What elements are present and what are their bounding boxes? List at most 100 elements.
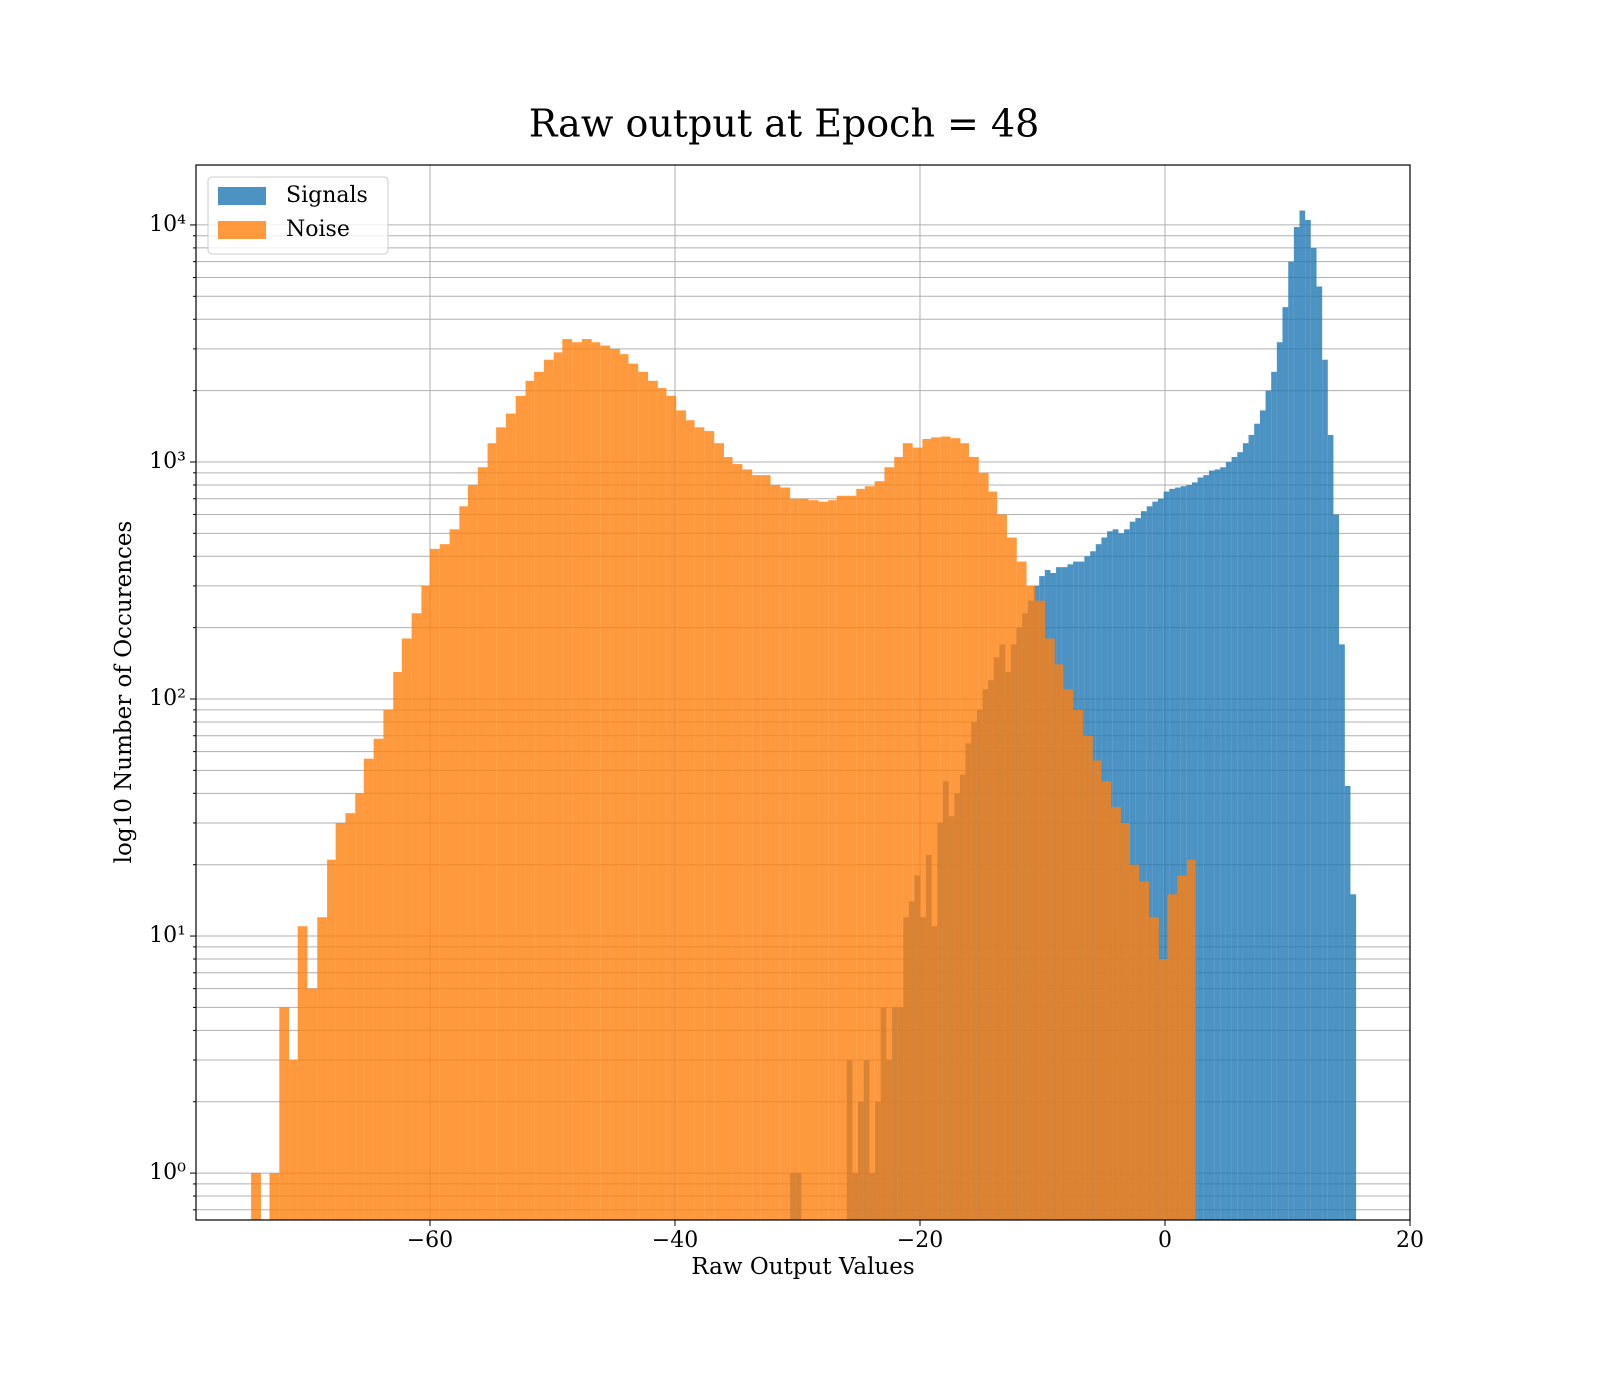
histogram-bar xyxy=(742,469,753,1220)
y-axis-label: log10 Number of Occurences xyxy=(111,521,137,864)
histogram-bar xyxy=(752,475,761,1220)
histogram-bar xyxy=(1016,561,1027,1220)
legend-label: Signals xyxy=(286,183,368,208)
histogram-bar xyxy=(940,436,951,1220)
histogram-bar xyxy=(1203,475,1209,1220)
histogram-bar xyxy=(638,371,649,1220)
histogram-bar xyxy=(1225,461,1232,1220)
histogram-bar xyxy=(732,464,743,1220)
histogram-bar xyxy=(1339,644,1345,1220)
histogram-bar xyxy=(401,638,412,1220)
histogram-bar xyxy=(1276,342,1283,1220)
ticks: −60 −40 −20 0 20 10⁰ 10¹ 10² 10³ 10⁴ xyxy=(149,212,1424,1253)
histogram-bar xyxy=(1305,219,1311,1220)
histogram-bar xyxy=(798,498,809,1220)
histogram-bar xyxy=(1158,959,1168,1220)
histogram-bar xyxy=(1169,488,1176,1220)
histogram-bar xyxy=(1120,822,1130,1220)
histogram-bar xyxy=(1158,498,1164,1220)
histogram-bar xyxy=(534,371,544,1220)
legend: Signals Noise xyxy=(207,176,389,255)
histogram-bar xyxy=(1101,781,1112,1220)
histogram-bar xyxy=(874,481,885,1220)
histogram-bar xyxy=(828,500,837,1220)
histogram-bar xyxy=(525,380,535,1220)
histogram-bar xyxy=(1322,359,1328,1220)
histogram-bar xyxy=(572,342,582,1220)
x-tick-label: 20 xyxy=(1396,1228,1424,1253)
histogram-bar xyxy=(894,456,903,1220)
histogram-bar xyxy=(657,388,667,1220)
histogram-bar xyxy=(960,443,969,1220)
histogram-bar xyxy=(553,352,563,1220)
histogram-bar xyxy=(1073,709,1083,1220)
histogram-bar xyxy=(269,1173,280,1220)
histogram-bar xyxy=(1026,585,1036,1220)
histogram-bar xyxy=(515,395,526,1220)
histogram-bar xyxy=(1177,875,1188,1220)
histogram-bar xyxy=(704,431,715,1220)
histogram-bar xyxy=(429,548,440,1220)
histogram-bar xyxy=(327,859,336,1220)
histogram-bar xyxy=(1220,467,1226,1220)
histogram-bar xyxy=(449,529,460,1220)
plot-area xyxy=(251,210,1357,1220)
x-tick-label: 0 xyxy=(1158,1228,1172,1253)
histogram-bar xyxy=(1237,452,1243,1220)
histogram-bar xyxy=(279,1007,290,1220)
histogram-bar xyxy=(666,395,677,1220)
histogram-bar xyxy=(1293,227,1300,1220)
histogram-bar xyxy=(345,813,356,1220)
histogram-bar xyxy=(856,488,865,1220)
histogram-bar xyxy=(1152,501,1159,1220)
histogram-bar xyxy=(1350,894,1357,1220)
histogram-bar xyxy=(459,506,468,1220)
histogram-bar xyxy=(818,501,829,1220)
histogram-bar xyxy=(988,491,998,1220)
histogram-bar xyxy=(1265,390,1272,1220)
histogram-bar xyxy=(808,500,819,1220)
histogram-bar xyxy=(1327,434,1334,1220)
y-tick-label: 10⁰ xyxy=(149,1160,186,1185)
histogram-bar xyxy=(1092,760,1102,1220)
histogram-bar xyxy=(723,456,733,1220)
histogram-bar xyxy=(1191,482,1198,1220)
histogram-bar xyxy=(1299,210,1306,1220)
histogram-bar xyxy=(467,484,478,1220)
histogram-bar xyxy=(1186,484,1192,1220)
histogram-bar xyxy=(628,363,639,1220)
histogram-bar xyxy=(846,495,857,1220)
histogram-bar xyxy=(487,443,497,1220)
histogram-bar xyxy=(770,484,781,1220)
histogram-bar xyxy=(1044,638,1055,1220)
histogram-bar xyxy=(363,758,374,1220)
y-tick-label: 10⁴ xyxy=(149,212,186,237)
histogram-bar xyxy=(335,822,346,1220)
histogram-bar xyxy=(297,926,308,1220)
histogram-bar xyxy=(439,544,450,1220)
histogram-bar xyxy=(251,1173,261,1220)
histogram-bar xyxy=(780,487,791,1220)
histogram-bar xyxy=(1242,443,1249,1220)
histogram-bar xyxy=(1140,511,1147,1220)
histogram-bar xyxy=(1163,491,1170,1220)
x-tick-label: −60 xyxy=(407,1228,453,1253)
histogram-bar xyxy=(1214,469,1221,1220)
histogram-bar xyxy=(1231,456,1238,1220)
histogram-bar xyxy=(1139,881,1150,1220)
histogram-bar xyxy=(393,672,402,1220)
histogram-bar xyxy=(543,359,554,1220)
histogram-bar xyxy=(1054,664,1064,1220)
histogram-bar xyxy=(1006,537,1017,1220)
histogram-bar xyxy=(1208,470,1215,1220)
histogram-bar xyxy=(1175,487,1181,1220)
chart-title: Raw output at Epoch = 48 xyxy=(529,102,1040,146)
histogram-bar xyxy=(411,613,422,1220)
histogram-bar xyxy=(1129,864,1140,1220)
histogram-bar xyxy=(902,443,913,1220)
histogram-bar xyxy=(477,467,488,1220)
histogram-bar xyxy=(1316,286,1323,1220)
histogram-bar xyxy=(421,585,430,1220)
y-tick-label: 10² xyxy=(149,686,186,711)
